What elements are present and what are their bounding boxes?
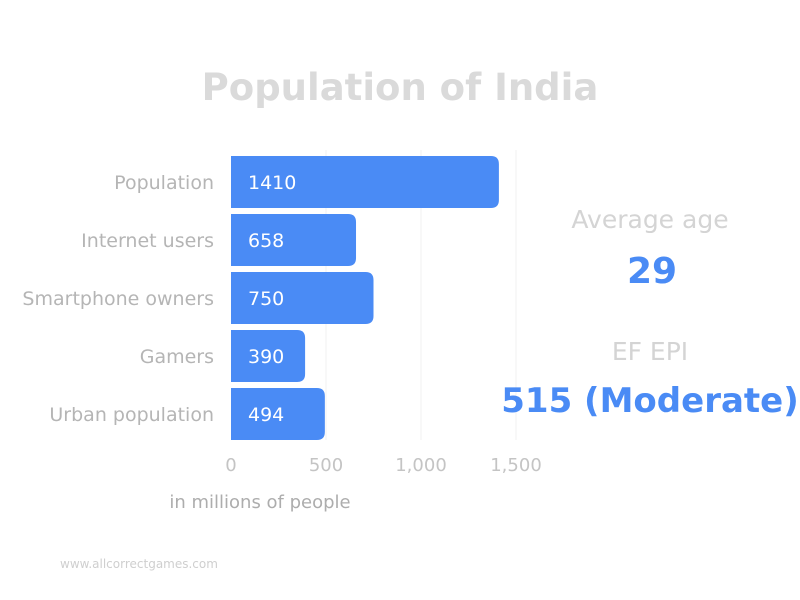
chart-title: Population of India xyxy=(201,66,599,109)
bar xyxy=(231,214,357,266)
x-tick-label: 1,500 xyxy=(490,455,542,476)
bar-value-label: 750 xyxy=(248,288,284,310)
x-tick-label: 1,000 xyxy=(395,455,447,476)
ef-epi-label: EF EPI xyxy=(611,337,689,366)
bar-value-label: 494 xyxy=(248,404,284,426)
category-label: Population xyxy=(114,172,214,194)
bar xyxy=(231,388,325,440)
bar-value-label: 1410 xyxy=(248,172,296,194)
bar-value-label: 390 xyxy=(248,346,284,368)
watermark-text: www.allcorrectgames.com xyxy=(60,557,218,571)
x-tick-label: 500 xyxy=(309,455,343,476)
bar xyxy=(231,156,499,208)
bar xyxy=(231,330,306,382)
bar-value-label: 658 xyxy=(248,230,284,252)
average-age-value: 29 xyxy=(626,251,678,292)
bar xyxy=(231,272,374,324)
category-label: Smartphone owners xyxy=(22,288,214,310)
average-age-label: Average age xyxy=(571,205,729,234)
category-label: Urban population xyxy=(49,404,214,426)
x-tick-label: 0 xyxy=(225,455,236,476)
category-label: Internet users xyxy=(81,230,214,252)
x-axis-title: in millions of people xyxy=(169,492,351,513)
ef-epi-value: 515 (Moderate) xyxy=(501,381,799,421)
category-label: Gamers xyxy=(140,346,214,368)
